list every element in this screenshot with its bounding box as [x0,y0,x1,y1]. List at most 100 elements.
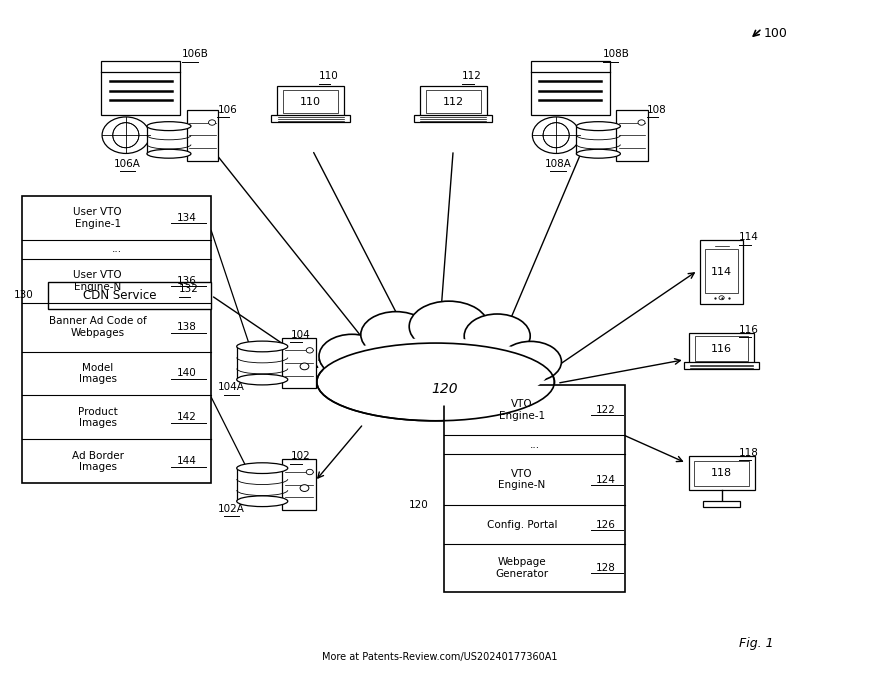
Bar [414,114,493,122]
Circle shape [102,117,150,153]
Circle shape [306,347,313,353]
Text: 112: 112 [462,72,482,81]
Text: 118: 118 [711,468,732,478]
Bar [277,87,344,118]
Bar [695,336,748,361]
Ellipse shape [576,149,620,158]
Bar [688,456,754,490]
Bar [703,501,740,507]
Text: 120: 120 [409,500,429,510]
Circle shape [306,469,313,475]
Bar [101,61,180,115]
Text: VTO
Engine-N: VTO Engine-N [498,469,546,490]
Text: 116: 116 [739,325,759,335]
Text: 108A: 108A [545,159,571,168]
Text: 136: 136 [177,276,197,286]
Text: 106B: 106B [182,49,209,59]
Ellipse shape [237,341,288,352]
Circle shape [638,120,645,125]
Text: 134: 134 [177,213,197,223]
Text: 130: 130 [14,291,33,300]
Bar [237,347,288,379]
Text: User VTO
Engine-N: User VTO Engine-N [73,270,122,291]
Bar [426,90,480,113]
Text: 104A: 104A [218,383,245,392]
Text: Banner Ad Code of
Webpages: Banner Ad Code of Webpages [48,316,147,338]
Text: 108B: 108B [603,49,630,59]
Text: 110: 110 [300,97,321,107]
Circle shape [209,120,216,125]
Bar [282,460,316,510]
Text: Config. Portal: Config. Portal [487,520,557,529]
Bar [616,110,648,160]
Text: 132: 132 [179,285,199,295]
Ellipse shape [361,312,431,358]
Circle shape [532,117,580,153]
Text: Ad Border
Images: Ad Border Images [71,451,124,472]
Bar [705,249,738,293]
Text: 126: 126 [596,520,616,529]
Bar [147,126,191,153]
Text: 114: 114 [739,233,759,242]
Bar [684,362,759,369]
Bar [689,333,754,366]
Text: CDN Service: CDN Service [84,289,157,302]
Bar [48,282,211,309]
Text: 104: 104 [290,330,310,339]
Text: 114: 114 [711,267,732,276]
Ellipse shape [465,314,530,358]
Circle shape [300,485,309,491]
Text: Fig. 1: Fig. 1 [739,637,774,650]
Text: VTO
Engine-1: VTO Engine-1 [499,400,545,420]
Ellipse shape [147,122,191,130]
Text: 120: 120 [431,382,458,395]
Text: 122: 122 [596,405,616,415]
Ellipse shape [409,301,488,352]
Bar [187,110,218,160]
Bar [444,385,625,592]
Text: 112: 112 [443,97,464,107]
Text: More at Patents-Review.com/US20240177360A1: More at Patents-Review.com/US20240177360… [322,652,558,662]
Bar [700,240,743,304]
Text: 138: 138 [177,322,197,332]
Text: 110: 110 [319,72,338,81]
Text: 128: 128 [596,563,616,573]
Text: 144: 144 [177,456,197,466]
Text: 140: 140 [177,368,197,379]
Bar [420,87,487,118]
Text: ...: ... [112,245,121,254]
Ellipse shape [317,343,554,420]
Ellipse shape [500,341,561,382]
Circle shape [300,363,309,370]
Text: 124: 124 [596,475,616,485]
Text: 116: 116 [711,345,732,354]
Text: 118: 118 [739,448,759,458]
Text: 106: 106 [217,105,237,114]
Ellipse shape [147,149,191,158]
Bar [237,468,288,501]
Ellipse shape [237,463,288,473]
Text: Product
Images: Product Images [77,407,118,428]
Text: Webpage
Generator: Webpage Generator [495,557,548,579]
Ellipse shape [237,496,288,506]
Ellipse shape [324,338,548,406]
Text: 102A: 102A [218,504,245,514]
Text: 142: 142 [177,412,197,422]
Bar [694,461,750,486]
Text: 102: 102 [290,452,310,461]
Ellipse shape [319,334,385,379]
Bar [22,196,211,483]
Bar [282,337,316,388]
Text: ...: ... [530,440,539,450]
Bar [576,126,620,153]
Text: User VTO
Engine-1: User VTO Engine-1 [73,208,122,228]
Text: 106A: 106A [114,159,141,168]
Bar [531,61,610,115]
Bar [283,90,338,113]
Circle shape [719,296,724,300]
Text: Model
Images: Model Images [78,363,117,384]
Ellipse shape [576,122,620,130]
Bar [271,114,350,122]
Ellipse shape [237,375,288,385]
Text: 108: 108 [647,105,666,114]
